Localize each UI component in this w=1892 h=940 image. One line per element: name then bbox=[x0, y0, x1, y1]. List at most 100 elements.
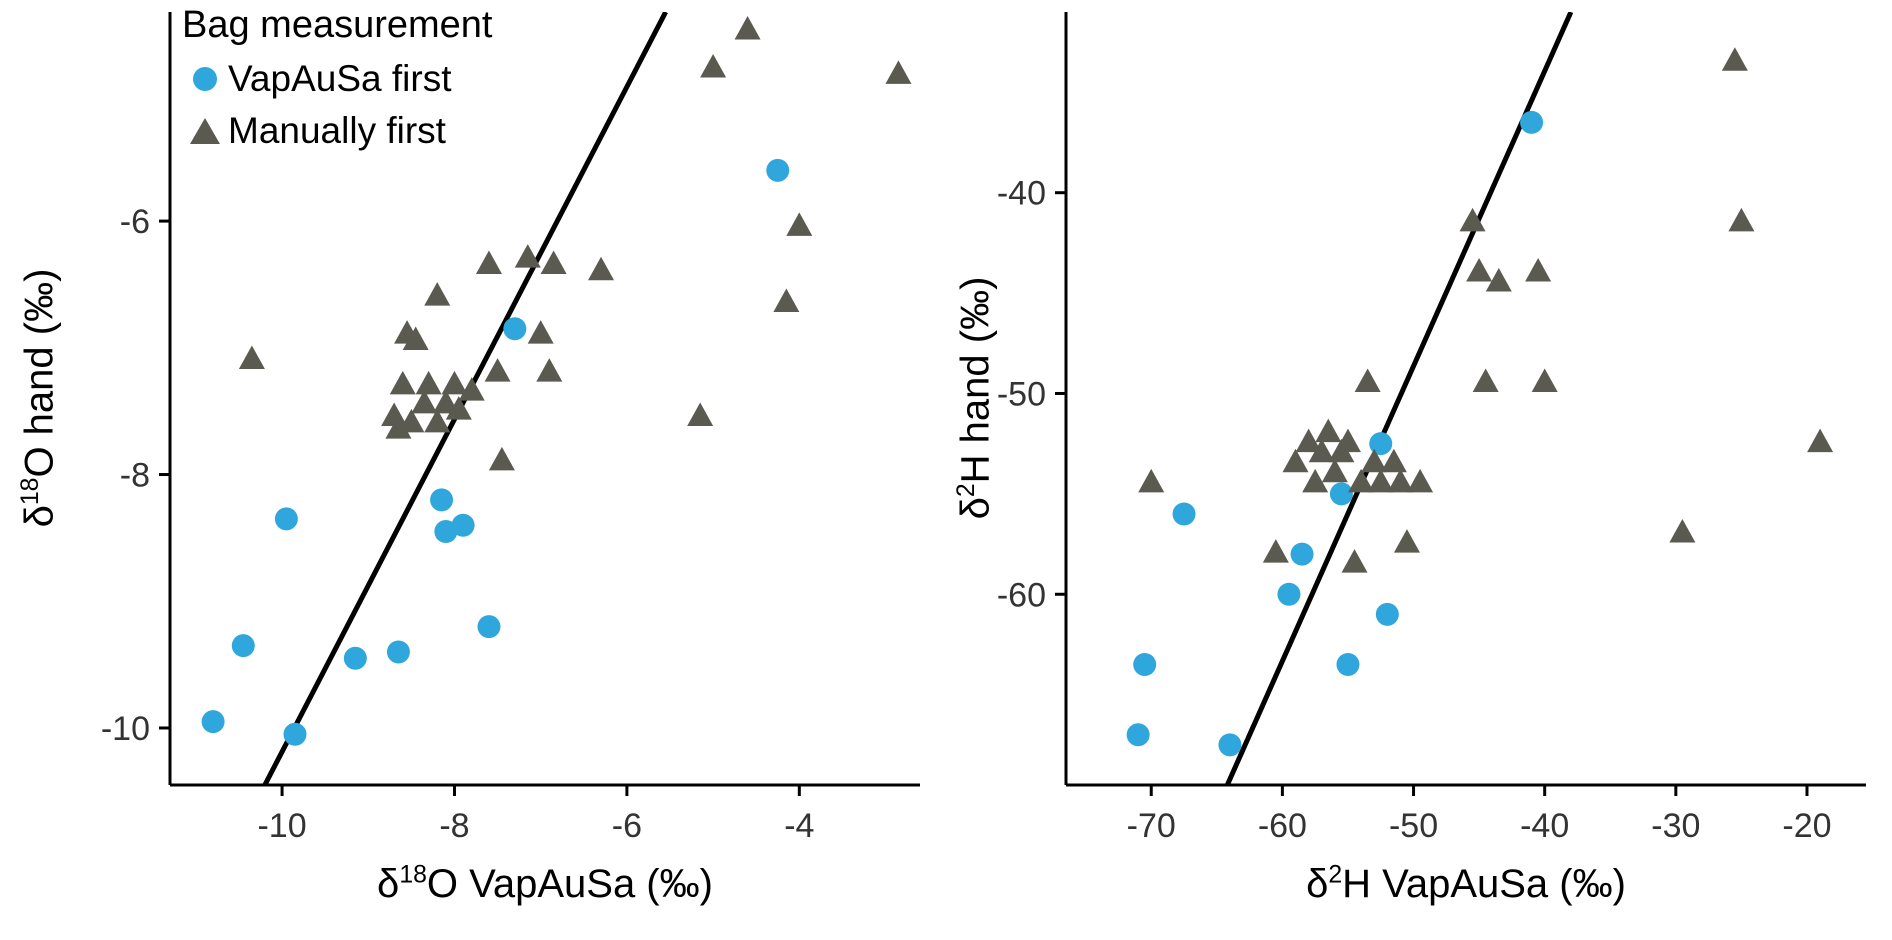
x-tick-label: -20 bbox=[1782, 807, 1831, 845]
data-point-triangle bbox=[1361, 448, 1388, 473]
data-point-triangle bbox=[398, 408, 425, 433]
data-point-circle bbox=[1290, 542, 1314, 566]
data-point-circle bbox=[1520, 110, 1544, 134]
y-tick-label: -50 bbox=[997, 375, 1046, 413]
data-point-circle bbox=[477, 615, 501, 639]
data-point-triangle bbox=[402, 326, 429, 350]
hydrogen-panel: -70 -60 -50 -40 -30 -20 -60 -50 -40 δ2H hand (‰)… bbox=[946, 0, 1892, 940]
data-point-triangle bbox=[415, 370, 442, 395]
legend-item-label: Manually first bbox=[228, 110, 446, 151]
data-point-circle bbox=[1336, 653, 1360, 677]
data-point-triangle bbox=[1669, 519, 1696, 543]
legend-item-vapausa-first: VapAuSa first bbox=[182, 53, 493, 105]
axis-title-text: O VapAuSa (‰) bbox=[426, 862, 713, 906]
isotope-superscript: 2 bbox=[1328, 861, 1343, 889]
isotope-superscript: 2 bbox=[953, 483, 981, 498]
y-tick-label: -6 bbox=[120, 203, 150, 241]
data-point-triangle bbox=[1334, 428, 1361, 453]
data-point-triangle bbox=[411, 389, 438, 414]
data-point-triangle bbox=[389, 370, 416, 395]
data-point-triangle bbox=[424, 282, 451, 306]
oxygen-y-axis-title: δ18O hand (‰) bbox=[17, 269, 63, 528]
data-point-circle bbox=[283, 722, 307, 746]
data-point-triangle bbox=[458, 377, 485, 401]
data-point-triangle bbox=[514, 244, 541, 268]
data-point-triangle bbox=[475, 250, 502, 274]
isotope-superscript: 18 bbox=[17, 477, 45, 506]
data-point-circle bbox=[343, 646, 367, 670]
y-tick-label: -10 bbox=[101, 710, 150, 748]
data-point-triangle bbox=[1302, 468, 1329, 493]
circle-marker bbox=[193, 67, 217, 91]
data-point-circle bbox=[766, 158, 790, 182]
data-point-triangle bbox=[1262, 539, 1289, 563]
data-point-circle bbox=[201, 710, 225, 734]
data-point-triangle bbox=[1282, 448, 1309, 473]
x-tick-label: -8 bbox=[439, 807, 469, 845]
x-tick-label: -50 bbox=[1389, 807, 1438, 845]
data-point-triangle bbox=[1321, 458, 1348, 483]
data-point-circle bbox=[1277, 582, 1301, 606]
x-tick-label: -6 bbox=[612, 807, 642, 845]
data-point-circle bbox=[430, 488, 454, 512]
data-point-triangle bbox=[885, 60, 912, 84]
delta-symbol: δ bbox=[17, 505, 62, 528]
legend: Bag measurement VapAuSa first Manually f… bbox=[182, 4, 493, 157]
hydrogen-x-axis-title: δ2H VapAuSa (‰) bbox=[1066, 862, 1866, 907]
data-point-triangle bbox=[1315, 418, 1342, 443]
data-point-circle bbox=[451, 513, 475, 537]
delta-symbol: δ bbox=[377, 862, 400, 906]
hydrogen-plot: -70 -60 -50 -40 -30 -20 -60 -50 -40 bbox=[997, 12, 1866, 845]
data-point-triangle bbox=[1387, 468, 1414, 493]
data-point-triangle bbox=[381, 402, 408, 427]
hydrogen-y-axis-title: δ2H hand (‰) bbox=[953, 276, 999, 520]
data-point-triangle bbox=[1485, 268, 1512, 292]
data-point-triangle bbox=[441, 370, 468, 395]
data-point-triangle bbox=[1466, 258, 1493, 282]
circle-marker-icon bbox=[182, 67, 228, 91]
data-point-triangle bbox=[238, 345, 265, 369]
legend-item-label: VapAuSa first bbox=[228, 58, 452, 99]
data-point-triangle bbox=[1367, 468, 1394, 493]
data-point-triangle bbox=[540, 250, 567, 274]
data-point-circle bbox=[386, 640, 410, 664]
axis-title-text: H hand (‰) bbox=[953, 276, 998, 484]
data-point-triangle bbox=[1348, 468, 1375, 493]
data-point-circle bbox=[1329, 482, 1353, 506]
data-point-triangle bbox=[687, 402, 714, 427]
data-point-triangle bbox=[1295, 428, 1322, 453]
data-point-circle bbox=[1369, 432, 1393, 456]
triangle-marker-icon bbox=[182, 118, 228, 144]
data-point-triangle bbox=[1393, 529, 1420, 553]
data-point-triangle bbox=[1721, 47, 1748, 71]
data-point-triangle bbox=[773, 288, 800, 312]
x-tick-label: -30 bbox=[1651, 807, 1700, 845]
legend-title: Bag measurement bbox=[182, 4, 493, 46]
axis-title-text: H VapAuSa (‰) bbox=[1342, 862, 1626, 906]
data-point-triangle bbox=[1341, 549, 1368, 573]
data-point-triangle bbox=[432, 389, 459, 414]
data-point-circle bbox=[1133, 653, 1157, 677]
data-point-triangle bbox=[527, 320, 554, 344]
data-point-circle bbox=[1172, 502, 1196, 526]
data-point-circle bbox=[1375, 602, 1399, 626]
delta-symbol: δ bbox=[1306, 862, 1329, 906]
x-tick-label: -40 bbox=[1520, 807, 1569, 845]
x-tick-label: -4 bbox=[784, 807, 814, 845]
data-point-circle bbox=[503, 317, 527, 341]
isotope-superscript: 18 bbox=[399, 861, 427, 889]
data-point-triangle bbox=[536, 358, 563, 382]
data-point-triangle bbox=[1459, 207, 1486, 232]
y-tick-label: -40 bbox=[997, 175, 1046, 213]
data-point-triangle bbox=[786, 212, 813, 236]
data-point-triangle bbox=[1354, 368, 1381, 392]
triangle-marker bbox=[190, 118, 220, 144]
data-point-triangle bbox=[385, 415, 412, 439]
data-point-triangle bbox=[700, 54, 727, 78]
oxygen-panel: -10 -8 -6 -4 -10 -8 -6 δ18O hand (‰) δ18O VapA… bbox=[17, 4, 920, 906]
data-point-triangle bbox=[1308, 438, 1335, 463]
data-point-triangle bbox=[424, 408, 451, 433]
data-point-triangle bbox=[488, 446, 515, 471]
data-point-circle bbox=[231, 634, 255, 658]
